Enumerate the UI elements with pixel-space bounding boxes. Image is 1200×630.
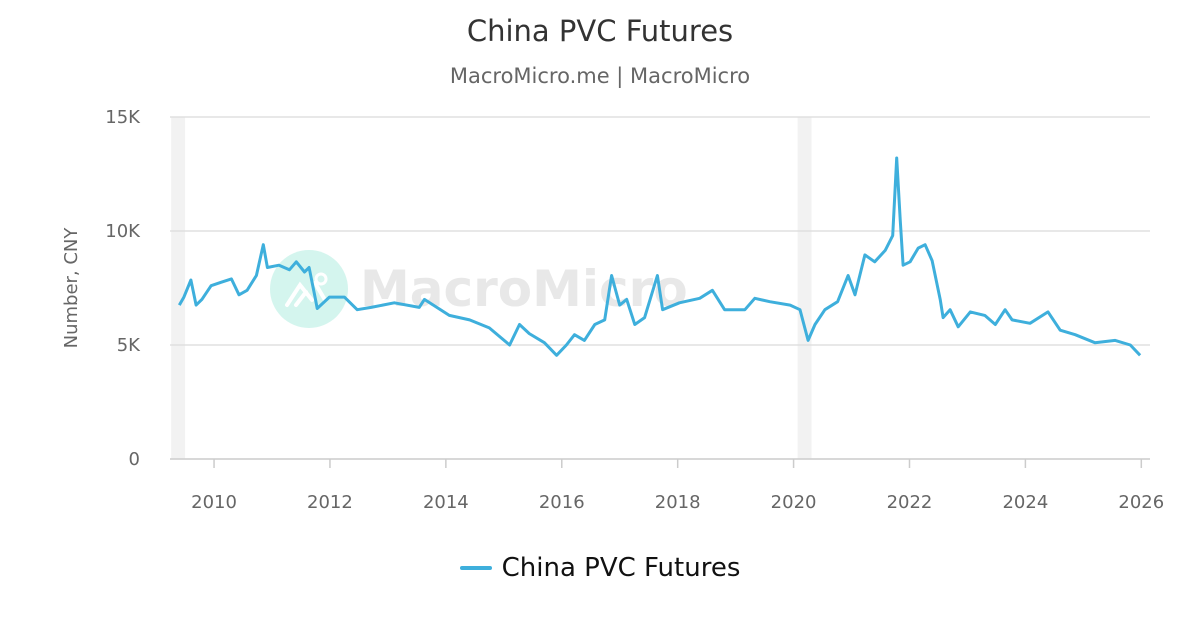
legend[interactable]: China PVC Futures bbox=[0, 553, 1200, 583]
y-tick-label: 15K bbox=[105, 107, 141, 128]
x-tick-label: 2018 bbox=[655, 492, 701, 513]
x-tick-label: 2024 bbox=[1002, 492, 1048, 513]
x-tick-label: 2010 bbox=[191, 492, 237, 513]
x-tick-label: 2022 bbox=[887, 492, 933, 513]
x-tick-label: 2020 bbox=[771, 492, 817, 513]
x-tick-label: 2016 bbox=[539, 492, 585, 513]
legend-label: China PVC Futures bbox=[501, 553, 741, 583]
y-tick-label: 10K bbox=[105, 221, 141, 242]
y-tick-label: 0 bbox=[129, 449, 140, 470]
watermark: MacroMicro bbox=[270, 250, 688, 328]
chart-title: China PVC Futures bbox=[466, 14, 734, 48]
shaded-period bbox=[797, 117, 812, 459]
chart-subtitle: MacroMicro.me | MacroMicro bbox=[449, 64, 751, 88]
shaded-period bbox=[171, 117, 186, 459]
legend-swatch bbox=[459, 566, 492, 570]
x-tick-label: 2026 bbox=[1118, 492, 1164, 513]
watermark-text: MacroMicro bbox=[360, 260, 688, 318]
x-tick-label: 2012 bbox=[307, 492, 353, 513]
x-tick-label: 2014 bbox=[423, 492, 469, 513]
y-axis-label: Number, CNY bbox=[61, 227, 82, 349]
y-tick-label: 5K bbox=[117, 335, 141, 356]
watermark-logo bbox=[270, 250, 348, 328]
series-line-china-pvc-futures bbox=[177, 156, 1142, 357]
